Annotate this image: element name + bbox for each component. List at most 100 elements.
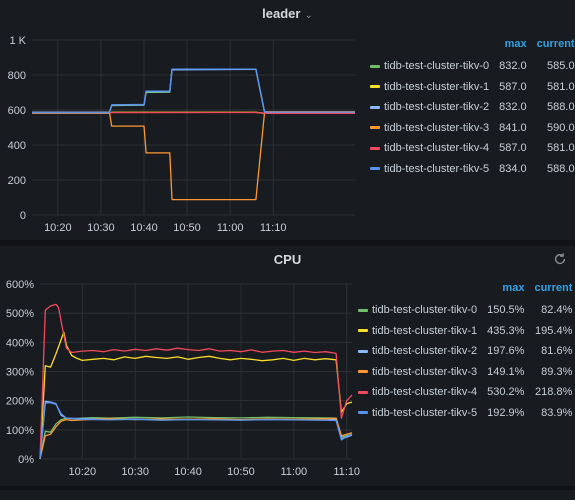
legend-item[interactable]: tidb-test-cluster-tikv-4 530.2% 218.8% <box>358 382 572 403</box>
x-tick-label: 10:40 <box>174 466 202 478</box>
y-tick-label: 0 <box>20 210 26 222</box>
legend-current-value: 581.0 <box>547 80 575 93</box>
legend-current-value: 581.0 <box>547 142 575 155</box>
series-line-tidb-test-cluster-tikv-4[interactable] <box>39 303 353 460</box>
y-tick-label: 0% <box>18 454 34 466</box>
leader-legend: max current tidb-test-cluster-tikv-0 832.… <box>370 38 575 179</box>
y-tick-label: 800 <box>8 70 26 82</box>
legend-swatch <box>358 329 368 333</box>
legend-max-value: 587.0 <box>499 80 527 93</box>
legend-item[interactable]: tidb-test-cluster-tikv-2 197.6% 81.6% <box>358 341 572 362</box>
legend-series-name[interactable]: tidb-test-cluster-tikv-2 <box>384 101 490 114</box>
series-line-tidb-test-cluster-tikv-0[interactable] <box>32 68 355 114</box>
legend-item[interactable]: tidb-test-cluster-tikv-5 192.9% 83.9% <box>358 403 572 424</box>
x-tick-label: 10:20 <box>44 222 72 234</box>
x-tick-label: 10:50 <box>173 222 201 234</box>
legend-series-name[interactable]: tidb-test-cluster-tikv-5 <box>384 162 490 175</box>
legend-series-name[interactable]: tidb-test-cluster-tikv-2 <box>372 345 478 358</box>
legend-swatch-cell <box>370 138 384 159</box>
legend-max-value: 149.1% <box>487 365 525 378</box>
legend-series-name[interactable]: tidb-test-cluster-tikv-4 <box>372 386 478 399</box>
legend-item[interactable]: tidb-test-cluster-tikv-0 150.5% 82.4% <box>358 300 572 321</box>
legend-swatch-cell <box>358 382 372 403</box>
legend-max-value: 435.3% <box>487 324 525 337</box>
legend-series-name[interactable]: tidb-test-cluster-tikv-3 <box>384 121 490 134</box>
legend-current-header[interactable]: current <box>536 38 575 50</box>
legend-series-name[interactable]: tidb-test-cluster-tikv-1 <box>372 324 478 337</box>
x-tick-label: 11:00 <box>217 222 244 234</box>
legend-swatch-cell <box>358 321 372 342</box>
chevron-down-icon[interactable]: ⌄ <box>304 10 313 21</box>
y-tick-label: 1 K <box>9 35 26 47</box>
panel-title-text: leader <box>262 6 301 21</box>
legend-current-value: 590.0 <box>547 121 575 134</box>
legend-name-header <box>372 282 487 300</box>
y-tick-label: 600% <box>6 279 34 291</box>
legend-swatch-cell <box>358 403 372 424</box>
x-tick-label: 11:00 <box>280 466 307 478</box>
legend-item[interactable]: tidb-test-cluster-tikv-1 435.3% 195.4% <box>358 321 572 342</box>
series-line-tidb-test-cluster-tikv-0[interactable] <box>39 416 353 460</box>
cpu-chart: 0% 100% 200% 300% 400% 500% 600% 10:20 10:30 10:4… <box>6 279 360 478</box>
legend-item[interactable]: tidb-test-cluster-tikv-5 834.0 588.0 <box>370 159 575 180</box>
legend-item[interactable]: tidb-test-cluster-tikv-4 587.0 581.0 <box>370 138 575 159</box>
leader-chart: 0 200 400 600 800 1 K 10:20 10:30 10:40 10:50 11:0… <box>8 35 355 234</box>
legend-swatch <box>370 105 380 109</box>
legend-swatch-cell <box>358 362 372 383</box>
y-tick-label: 100% <box>6 425 34 437</box>
panel-title-text: CPU <box>273 252 302 267</box>
legend-max-header[interactable]: max <box>502 282 525 294</box>
series-line-tidb-test-cluster-tikv-3[interactable] <box>39 417 353 460</box>
panel-title-leader[interactable]: leader ⌄ <box>0 0 575 28</box>
legend-series-name[interactable]: tidb-test-cluster-tikv-0 <box>372 304 478 317</box>
legend-series-name[interactable]: tidb-test-cluster-tikv-5 <box>372 406 478 419</box>
x-tick-label: 10:20 <box>69 466 97 478</box>
legend-item[interactable]: tidb-test-cluster-tikv-0 832.0 585.0 <box>370 56 575 77</box>
legend-swatch <box>370 146 380 150</box>
legend-swatch-cell <box>370 56 384 77</box>
series-line-tidb-test-cluster-tikv-2[interactable] <box>32 68 355 113</box>
series-line-tidb-test-cluster-tikv-5[interactable] <box>32 68 355 114</box>
leader-panel: leader ⌄ 0 200 400 600 800 1 K 10:20 10:30 10:40 1… <box>0 0 575 240</box>
legend-max-value: 150.5% <box>487 304 525 317</box>
legend-series-name[interactable]: tidb-test-cluster-tikv-3 <box>372 365 478 378</box>
cpu-legend: max current tidb-test-cluster-tikv-0 150.… <box>358 282 572 423</box>
legend-swatch-cell <box>370 97 384 118</box>
legend-current-header[interactable]: current <box>534 282 573 294</box>
series-line-tidb-test-cluster-tikv-3[interactable] <box>32 111 355 201</box>
y-tick-label: 400 <box>8 140 26 152</box>
legend-series-name[interactable]: tidb-test-cluster-tikv-1 <box>384 80 490 93</box>
legend-max-value: 530.2% <box>487 386 525 399</box>
legend-series-name[interactable]: tidb-test-cluster-tikv-4 <box>384 142 490 155</box>
legend-max-value: 834.0 <box>499 162 527 175</box>
legend-max-value: 197.6% <box>487 345 525 358</box>
legend-max-header[interactable]: max <box>504 38 527 50</box>
y-tick-label: 400% <box>6 337 34 349</box>
legend-current-value: 83.9% <box>541 406 573 419</box>
x-tick-label: 10:50 <box>227 466 255 478</box>
legend-swatch <box>370 85 380 89</box>
legend-swatch-cell <box>370 118 384 139</box>
legend-max-value: 832.0 <box>499 60 527 73</box>
legend-swatch <box>370 64 380 68</box>
legend-swatch-header <box>358 282 372 300</box>
legend-current-value: 195.4% <box>535 324 573 337</box>
y-tick-label: 300% <box>6 367 34 379</box>
legend-max-value: 192.9% <box>487 406 525 419</box>
legend-item[interactable]: tidb-test-cluster-tikv-3 149.1% 89.3% <box>358 362 572 383</box>
legend-current-value: 588.0 <box>547 101 575 114</box>
legend-swatch <box>358 370 368 374</box>
refresh-icon[interactable] <box>553 252 567 266</box>
legend-item[interactable]: tidb-test-cluster-tikv-3 841.0 590.0 <box>370 118 575 139</box>
legend-swatch-cell <box>358 341 372 362</box>
legend-item[interactable]: tidb-test-cluster-tikv-2 832.0 588.0 <box>370 97 575 118</box>
legend-swatch <box>358 411 368 415</box>
y-tick-label: 600 <box>8 105 26 117</box>
legend-current-value: 218.8% <box>535 386 573 399</box>
panel-title-cpu[interactable]: CPU <box>0 246 575 274</box>
legend-swatch <box>370 167 380 171</box>
series-line-tidb-test-cluster-tikv-5[interactable] <box>39 402 353 460</box>
legend-series-name[interactable]: tidb-test-cluster-tikv-0 <box>384 60 490 73</box>
legend-swatch-cell <box>358 300 372 321</box>
legend-item[interactable]: tidb-test-cluster-tikv-1 587.0 581.0 <box>370 77 575 98</box>
